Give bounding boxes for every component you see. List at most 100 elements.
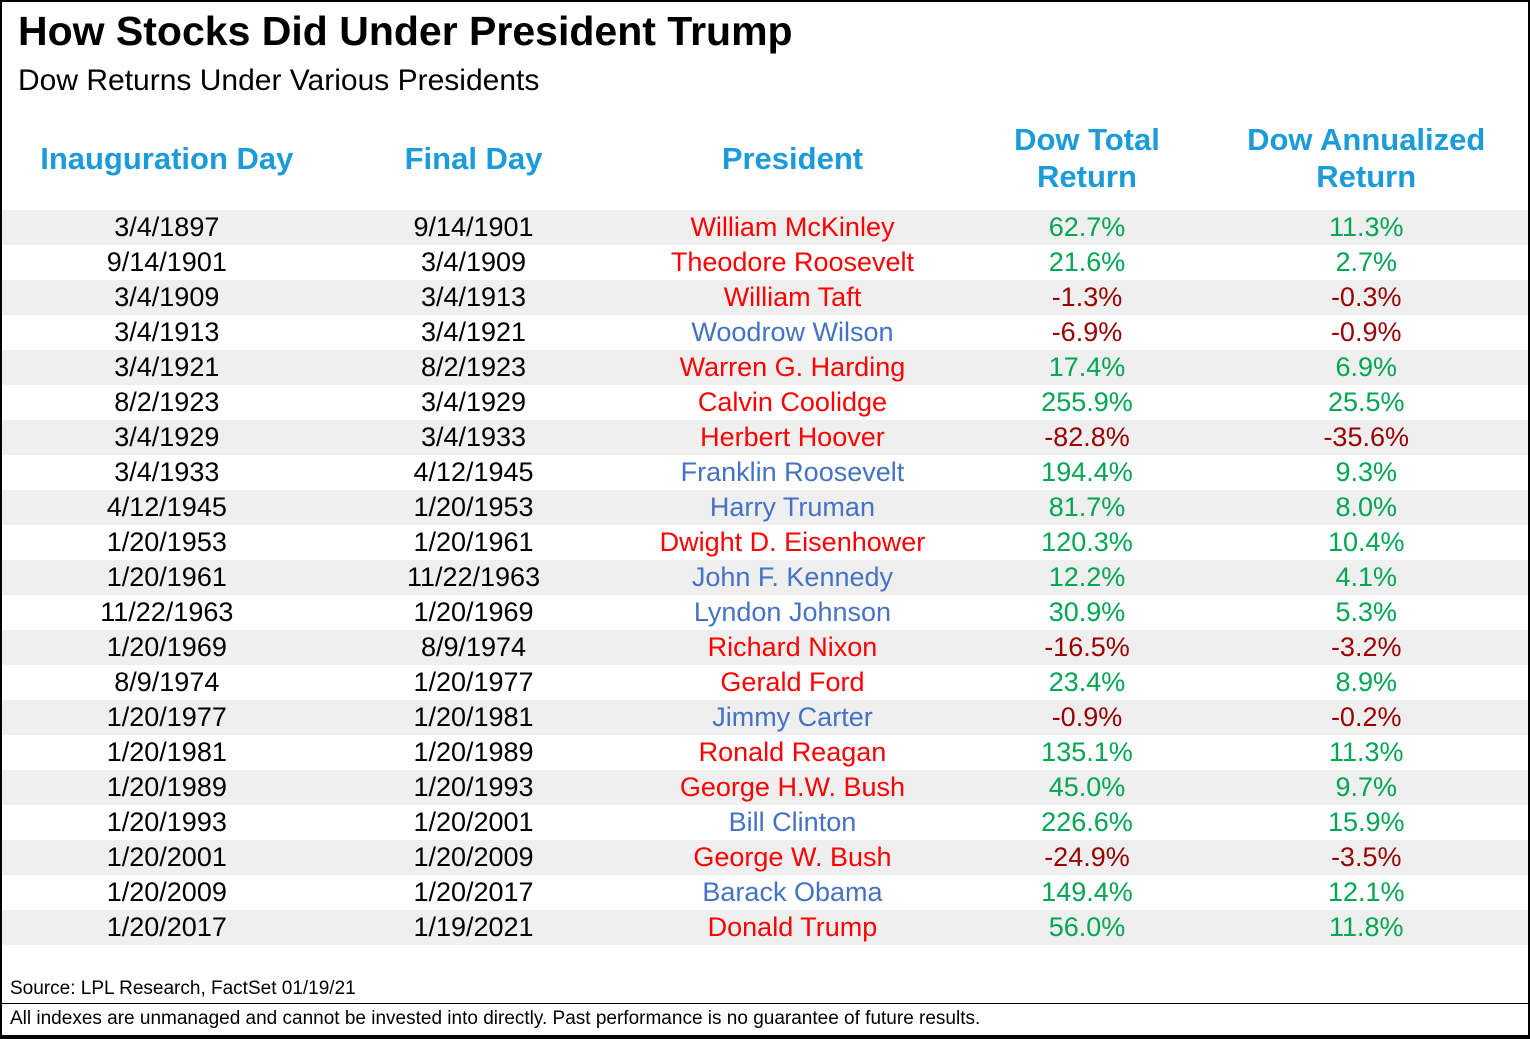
table-row: 1/20/1989 1/20/1993 George H.W. Bush 45.… (2, 770, 1528, 805)
cell-dow-annualized-return: 11.3% (1328, 737, 1404, 767)
cell-dow-annualized-return: 4.1% (1335, 562, 1397, 592)
disclaimer-note: All indexes are unmanaged and cannot be … (2, 1003, 1528, 1035)
column-header-president: President (721, 140, 864, 176)
table-row: 1/20/1953 1/20/1961 Dwight D. Eisenhower… (2, 525, 1528, 560)
cell-inauguration-day: 9/14/1901 (106, 247, 227, 277)
cell-dow-total-return: 120.3% (1041, 527, 1133, 557)
table-row: 1/20/2001 1/20/2009 George W. Bush -24.9… (2, 840, 1528, 875)
cell-president: Harry Truman (709, 492, 875, 522)
cell-dow-annualized-return: 11.8% (1328, 912, 1404, 942)
cell-president: Gerald Ford (720, 667, 865, 697)
cell-president: Herbert Hoover (700, 422, 885, 452)
cell-president: Theodore Roosevelt (670, 247, 915, 277)
cell-dow-total-return: 56.0% (1048, 912, 1126, 942)
cell-final-day: 1/20/1989 (413, 737, 534, 767)
cell-inauguration-day: 3/4/1909 (114, 282, 220, 312)
cell-president: Ronald Reagan (698, 737, 887, 767)
cell-dow-total-return: 194.4% (1041, 457, 1133, 487)
table-row: 4/12/1945 1/20/1953 Harry Truman 81.7% 8… (2, 490, 1528, 525)
cell-dow-annualized-return: 25.5% (1327, 387, 1405, 417)
cell-dow-annualized-return: -3.5% (1330, 842, 1402, 872)
cell-final-day: 1/20/1977 (413, 667, 534, 697)
table-row: 1/20/1961 11/22/1963 John F. Kennedy 12.… (2, 560, 1528, 595)
cell-dow-total-return: 81.7% (1048, 492, 1126, 522)
cell-president: John F. Kennedy (691, 562, 894, 592)
cell-president: Woodrow Wilson (691, 317, 894, 347)
cell-dow-annualized-return: -0.3% (1330, 282, 1402, 312)
table-header-row: Inauguration Day Final Day President Dow… (2, 108, 1528, 210)
cell-final-day: 8/9/1974 (420, 632, 527, 662)
cell-inauguration-day: 1/20/1969 (106, 632, 227, 662)
cell-inauguration-day: 1/20/2001 (106, 842, 227, 872)
returns-table: Inauguration Day Final Day President Dow… (2, 108, 1528, 945)
cell-final-day: 1/20/2009 (413, 842, 534, 872)
cell-dow-annualized-return: 2.7% (1335, 247, 1397, 277)
cell-inauguration-day: 1/20/1993 (106, 807, 227, 837)
cell-president: George W. Bush (693, 842, 892, 872)
cell-inauguration-day: 3/4/1897 (114, 212, 220, 242)
cell-final-day: 1/19/2021 (413, 912, 534, 942)
cell-dow-annualized-return: 12.1% (1327, 877, 1405, 907)
table-row: 1/20/1993 1/20/2001 Bill Clinton 226.6% … (2, 805, 1528, 840)
table-row: 3/4/1921 8/2/1923 Warren G. Harding 17.4… (2, 350, 1528, 385)
cell-inauguration-day: 1/20/1989 (106, 772, 227, 802)
cell-president: William Taft (723, 282, 862, 312)
table-row: 8/2/1923 3/4/1929 Calvin Coolidge 255.9%… (2, 385, 1528, 420)
cell-president: Dwight D. Eisenhower (659, 527, 926, 557)
cell-final-day: 1/20/1969 (413, 597, 534, 627)
table-row: 1/20/2009 1/20/2017 Barack Obama 149.4% … (2, 875, 1528, 910)
cell-dow-total-return: -6.9% (1051, 317, 1123, 347)
table-row: 1/20/2017 1/19/2021 Donald Trump 56.0% 1… (2, 910, 1528, 945)
cell-dow-total-return: -1.3% (1051, 282, 1123, 312)
table-row: 3/4/1913 3/4/1921 Woodrow Wilson -6.9% -… (2, 315, 1528, 350)
table-row: 1/20/1969 8/9/1974 Richard Nixon -16.5% … (2, 630, 1528, 665)
cell-dow-annualized-return: 11.3% (1328, 212, 1404, 242)
cell-dow-annualized-return: 10.4% (1327, 527, 1405, 557)
table-row: 11/22/1963 1/20/1969 Lyndon Johnson 30.9… (2, 595, 1528, 630)
cell-dow-total-return: -24.9% (1044, 842, 1130, 872)
cell-inauguration-day: 11/22/1963 (100, 597, 234, 627)
cell-inauguration-day: 1/20/1953 (106, 527, 227, 557)
cell-dow-total-return: 30.9% (1048, 597, 1126, 627)
cell-president: George H.W. Bush (679, 772, 905, 802)
cell-dow-annualized-return: 8.0% (1335, 492, 1397, 522)
cell-dow-annualized-return: -0.2% (1330, 702, 1402, 732)
cell-final-day: 3/4/1909 (420, 247, 527, 277)
column-header-dow-annualized-return: Dow Annualized Return (1247, 122, 1486, 194)
cell-final-day: 4/12/1945 (413, 457, 534, 487)
column-header-inauguration-day: Inauguration Day (40, 140, 294, 176)
cell-president: Barack Obama (702, 877, 883, 907)
cell-final-day: 3/4/1933 (420, 422, 527, 452)
cell-dow-total-return: -16.5% (1044, 632, 1130, 662)
cell-final-day: 1/20/1953 (413, 492, 534, 522)
cell-dow-annualized-return: 9.7% (1335, 772, 1397, 802)
cell-final-day: 1/20/1981 (413, 702, 534, 732)
page-subtitle: Dow Returns Under Various Presidents (18, 64, 540, 97)
cell-dow-total-return: 45.0% (1048, 772, 1126, 802)
cell-final-day: 11/22/1963 (406, 562, 541, 592)
cell-dow-annualized-return: 5.3% (1335, 597, 1397, 627)
cell-dow-total-return: 23.4% (1048, 667, 1126, 697)
page-title: How Stocks Did Under President Trump (18, 8, 793, 54)
cell-final-day: 3/4/1921 (420, 317, 527, 347)
cell-president: Calvin Coolidge (697, 387, 887, 417)
cell-final-day: 9/14/1901 (413, 212, 534, 242)
cell-inauguration-day: 8/9/1974 (114, 667, 220, 697)
cell-dow-total-return: 21.6% (1048, 247, 1126, 277)
table-body: 3/4/1897 9/14/1901 William McKinley 62.7… (2, 210, 1528, 945)
cell-dow-total-return: 62.7% (1048, 212, 1126, 242)
cell-final-day: 1/20/2001 (413, 807, 534, 837)
cell-inauguration-day: 1/20/2009 (106, 877, 227, 907)
table-row: 3/4/1909 3/4/1913 William Taft -1.3% -0.… (2, 280, 1528, 315)
table-row: 3/4/1929 3/4/1933 Herbert Hoover -82.8% … (2, 420, 1528, 455)
cell-president: Franklin Roosevelt (680, 457, 905, 487)
column-header-final-day: Final Day (404, 140, 543, 176)
table-row: 1/20/1977 1/20/1981 Jimmy Carter -0.9% -… (2, 700, 1528, 735)
cell-final-day: 1/20/1993 (413, 772, 534, 802)
cell-dow-total-return: 135.1% (1041, 737, 1133, 767)
cell-inauguration-day: 3/4/1929 (114, 422, 220, 452)
cell-final-day: 3/4/1929 (420, 387, 527, 417)
table-row: 8/9/1974 1/20/1977 Gerald Ford 23.4% 8.9… (2, 665, 1528, 700)
cell-dow-total-return: 226.6% (1041, 807, 1133, 837)
cell-dow-annualized-return: -3.2% (1330, 632, 1402, 662)
